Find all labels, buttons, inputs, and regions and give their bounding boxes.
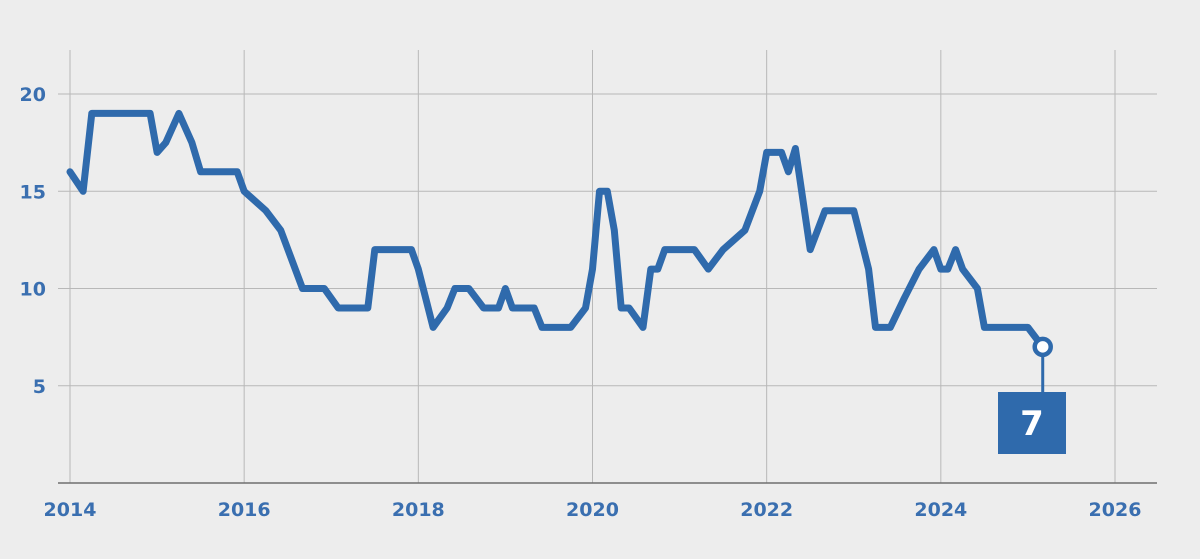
grid-lines <box>58 50 1157 483</box>
series-line-0 <box>66 109 1047 351</box>
y-tick-labels: 5 10 15 20 <box>20 84 46 398</box>
y-tick-label-15: 15 <box>20 181 46 203</box>
x-tick-label-2026: 2026 <box>1089 499 1142 521</box>
callout-box <box>998 392 1066 454</box>
x-tick-label-2024: 2024 <box>914 499 967 521</box>
callout-value-label: 7 <box>1020 404 1044 444</box>
x-tick-label-2018: 2018 <box>392 499 445 521</box>
y-tick-label-5: 5 <box>33 376 46 398</box>
x-tick-label-2022: 2022 <box>740 499 793 521</box>
y-tick-label-10: 10 <box>20 279 46 301</box>
x-tick-label-2014: 2014 <box>44 499 97 521</box>
x-tick-label-2016: 2016 <box>218 499 271 521</box>
latest-value-callout: 7 <box>998 336 1066 454</box>
x-tick-label-2020: 2020 <box>566 499 619 521</box>
y-tick-label-20: 20 <box>20 84 46 106</box>
latest-point-marker <box>1032 336 1053 358</box>
series-group <box>66 109 1047 351</box>
x-tick-labels: 2014 2016 2018 2020 2022 2024 2026 <box>44 499 1142 521</box>
